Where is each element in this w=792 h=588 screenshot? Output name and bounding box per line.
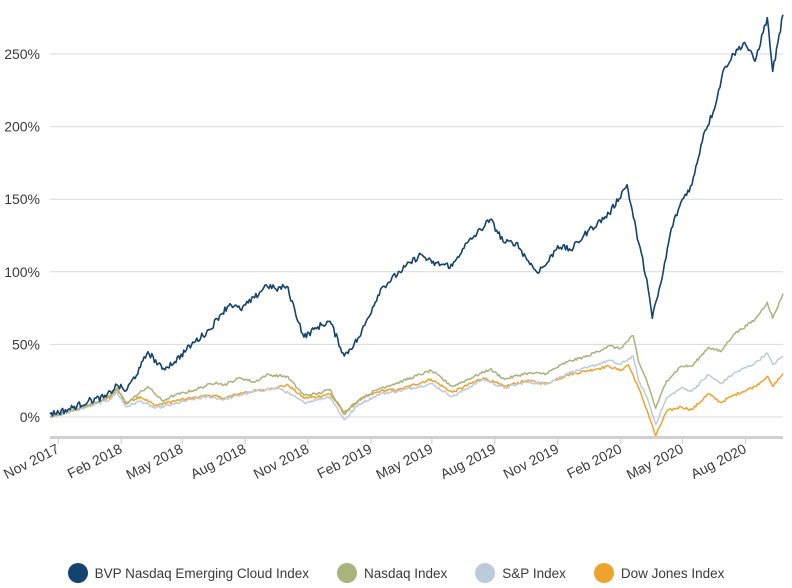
x-tick-label-2020-02-01: Feb 2020 <box>564 440 624 481</box>
series-line-s-p-index <box>49 352 784 426</box>
x-tick-label-2020-08-01: Aug 2020 <box>688 440 749 482</box>
series-lines <box>49 14 784 437</box>
x-tick-label-2020-05-01: May 2020 <box>624 440 686 482</box>
series-line-nasdaq-index <box>49 293 784 419</box>
series-line-dow-jones-index <box>49 363 784 437</box>
x-tick-label-2018-08-01: Aug 2018 <box>188 440 249 482</box>
line-chart: 0%50%100%150%200%250% Nov 2017 Feb 2018Ma… <box>1 14 784 483</box>
legend-swatch-bvp-cloud <box>67 563 88 583</box>
x-tick-label-2019-08-01: Aug 2019 <box>438 440 499 482</box>
x-tick-label-2018-11-01: Nov 2018 <box>251 440 312 482</box>
legend-item-sp[interactable]: S&P Index <box>475 563 566 583</box>
legend-label-sp: S&P Index <box>502 565 566 581</box>
y-tick-label-0: 0% <box>20 409 40 425</box>
y-axis-tick-labels: 0% 50% 100% 150% 200% 250% <box>4 46 40 425</box>
gridlines <box>50 53 783 418</box>
x-tick-label-2018-02-01: Feb 2018 <box>65 440 125 481</box>
legend-label-dow-jones: Dow Jones Index <box>620 565 725 581</box>
legend-item-dow-jones[interactable]: Dow Jones Index <box>593 563 725 583</box>
y-tick-label-200: 200% <box>4 119 40 135</box>
series-line-bvp-nasdaq-emerging-cloud-index <box>49 14 784 417</box>
legend-label-bvp-cloud: BVP Nasdaq Emerging Cloud Index <box>94 565 309 581</box>
legend-swatch-sp <box>475 563 496 583</box>
x-axis-line <box>50 436 783 439</box>
x-tick-label-2018-05-01: May 2018 <box>123 440 185 482</box>
legend-label-nasdaq: Nasdaq Index <box>363 565 448 581</box>
x-tick-label-2019-05-01: May 2019 <box>373 440 435 482</box>
y-tick-label-50: 50% <box>12 336 40 352</box>
legend-swatch-nasdaq <box>336 563 357 583</box>
legend-item-nasdaq[interactable]: Nasdaq Index <box>336 563 448 583</box>
x-tick-label-2017-11-01: Nov 2017 <box>1 440 62 482</box>
x-tick-label-2019-11-01: Nov 2019 <box>501 440 562 482</box>
legend-swatch-dow-jones <box>593 563 614 583</box>
chart-legend: BVP Nasdaq Emerging Cloud Index Nasdaq I… <box>0 561 792 585</box>
y-tick-label-250: 250% <box>4 46 40 62</box>
x-axis <box>50 436 783 439</box>
legend-item-bvp-cloud[interactable]: BVP Nasdaq Emerging Cloud Index <box>67 563 309 583</box>
y-tick-label-100: 100% <box>4 264 40 280</box>
y-tick-label-150: 150% <box>4 191 40 207</box>
x-tick-label-2019-02-01: Feb 2019 <box>314 440 374 481</box>
